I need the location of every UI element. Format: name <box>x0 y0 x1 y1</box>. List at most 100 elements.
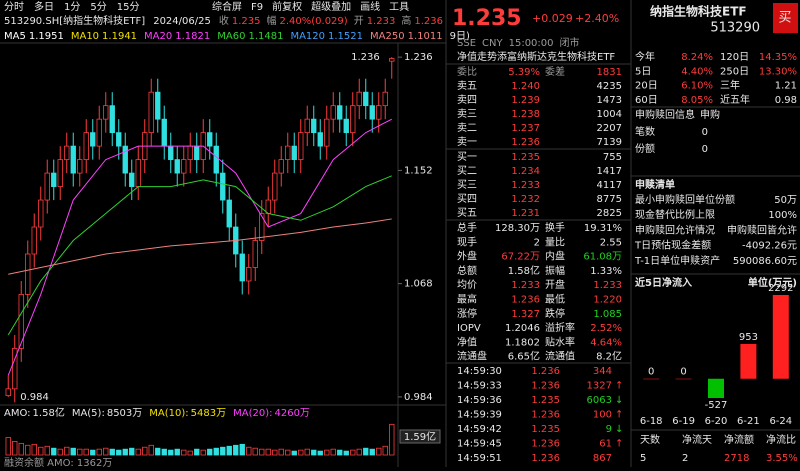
volume-bar <box>116 449 122 456</box>
stat-value: 1.58亿 <box>508 264 540 277</box>
volume-bar <box>181 449 187 456</box>
order-volume: 2207 <box>597 123 622 134</box>
volume-bar <box>252 447 258 456</box>
candle-body <box>207 132 213 147</box>
candle-body <box>317 132 323 147</box>
stat-value: 1.1802 <box>505 337 540 348</box>
order-level: 买一 <box>457 151 477 163</box>
row-value: 590086.60元 <box>733 256 797 267</box>
order-price: 1.237 <box>511 123 540 134</box>
candle-body <box>278 159 284 174</box>
volume-bar <box>168 449 174 456</box>
candle-body <box>330 105 336 120</box>
summary-value: 3.55% <box>766 453 798 464</box>
stat-value: 1.327 <box>511 309 540 320</box>
tick-price: 1.236 <box>531 439 560 450</box>
flow-value-label: 0 <box>648 367 654 378</box>
section-title: 申赎清单 <box>635 178 675 191</box>
stat-value: 61.08万 <box>583 252 622 263</box>
perf-value: 13.30% <box>759 66 797 77</box>
ma-line <box>8 218 392 275</box>
order-level: 买四 <box>457 193 477 205</box>
candle-body <box>64 145 70 161</box>
stat-label: 流通盘 <box>457 350 487 363</box>
flow-value-label: 2292 <box>768 283 793 294</box>
row-value: 0 <box>702 144 708 155</box>
volume-bar <box>363 447 369 456</box>
candle-body <box>265 199 271 214</box>
volume-bar <box>148 444 154 456</box>
perf-label: 今年 <box>635 50 655 63</box>
flow-value-label: 953 <box>739 332 758 343</box>
stat-label: 总手 <box>457 221 477 234</box>
volume-bar <box>330 448 336 456</box>
volume-bar <box>129 447 135 456</box>
stat-value: 1.220 <box>593 295 622 306</box>
order-price: 1.238 <box>511 109 540 120</box>
ma-value: 1.1481 <box>248 31 283 42</box>
menu-item: 工具 <box>389 1 409 13</box>
volume-bar <box>220 446 226 456</box>
candle-body <box>252 240 258 268</box>
volume-bar <box>135 448 141 456</box>
field-label: 幅 <box>266 14 276 27</box>
volume-bar <box>142 446 148 456</box>
candle-body <box>5 388 11 396</box>
flow-value-label: -527 <box>705 400 728 411</box>
volume-bar <box>304 448 310 456</box>
volume-bar <box>109 448 115 456</box>
x-tick-label: 6-21 <box>737 416 760 427</box>
order-level: 买五 <box>457 207 477 219</box>
y-tick-label: 0.984 <box>404 392 433 403</box>
volume-bar <box>83 448 89 456</box>
stat-label: 溢折率 <box>545 321 575 334</box>
candle-body <box>311 118 317 134</box>
volume-bar <box>122 448 128 456</box>
candle-body <box>12 347 18 390</box>
candle-body <box>226 199 232 228</box>
stat-value: 2.52% <box>590 323 622 334</box>
volume-bar <box>187 450 193 456</box>
volume-bar <box>90 449 96 456</box>
ma-value: 1.1821 <box>175 31 210 42</box>
candle-body <box>57 159 63 187</box>
buy-button-label: 买 <box>778 11 791 26</box>
section-title: 申购赎回信息 <box>635 108 695 121</box>
tab: 1分 <box>64 1 80 13</box>
ma-name: MA10 <box>71 31 99 42</box>
buy-button[interactable] <box>773 3 798 33</box>
candle-body <box>135 159 141 187</box>
summary-label: 天数 <box>640 433 660 446</box>
volume-bar <box>376 447 382 456</box>
stat-label: 换手 <box>545 221 565 234</box>
tick-price: 1.235 <box>531 424 560 435</box>
volume-bar <box>18 442 24 456</box>
order-level: 卖二 <box>457 122 477 134</box>
menu-item: 综合屏 <box>212 0 242 13</box>
volume-bar <box>174 448 180 456</box>
candle-body <box>213 145 219 174</box>
y-tick-label: 1.236 <box>404 52 433 63</box>
stat-label: 外盘 <box>457 250 477 263</box>
tick-time: 14:59:42 <box>457 424 502 435</box>
stat-label: 净值 <box>457 335 477 348</box>
candle-body <box>129 172 135 187</box>
candle-body <box>389 58 395 62</box>
security-code: 513290.SH[纳指生物科技ETF] <box>4 14 145 27</box>
tick-volume: 6063 <box>587 395 612 406</box>
volume-bar <box>350 449 356 456</box>
chart-unit: 单位(万元) <box>748 276 797 289</box>
tick-time: 14:59:30 <box>457 366 502 377</box>
order-price: 1.231 <box>511 208 540 219</box>
volume-bar <box>25 444 31 456</box>
tick-direction: ↑ <box>615 381 623 392</box>
perf-value: 14.35% <box>759 52 797 63</box>
order-volume: 7139 <box>597 137 622 148</box>
stat-value: 1.33% <box>590 266 622 277</box>
ma-value: 1.1011 <box>408 31 443 42</box>
volume-bar <box>38 446 44 456</box>
stat-value: 1.233 <box>593 280 622 291</box>
row-value: 100% <box>768 210 797 221</box>
tick-price: 1.236 <box>531 381 560 392</box>
candle-body <box>155 91 161 120</box>
